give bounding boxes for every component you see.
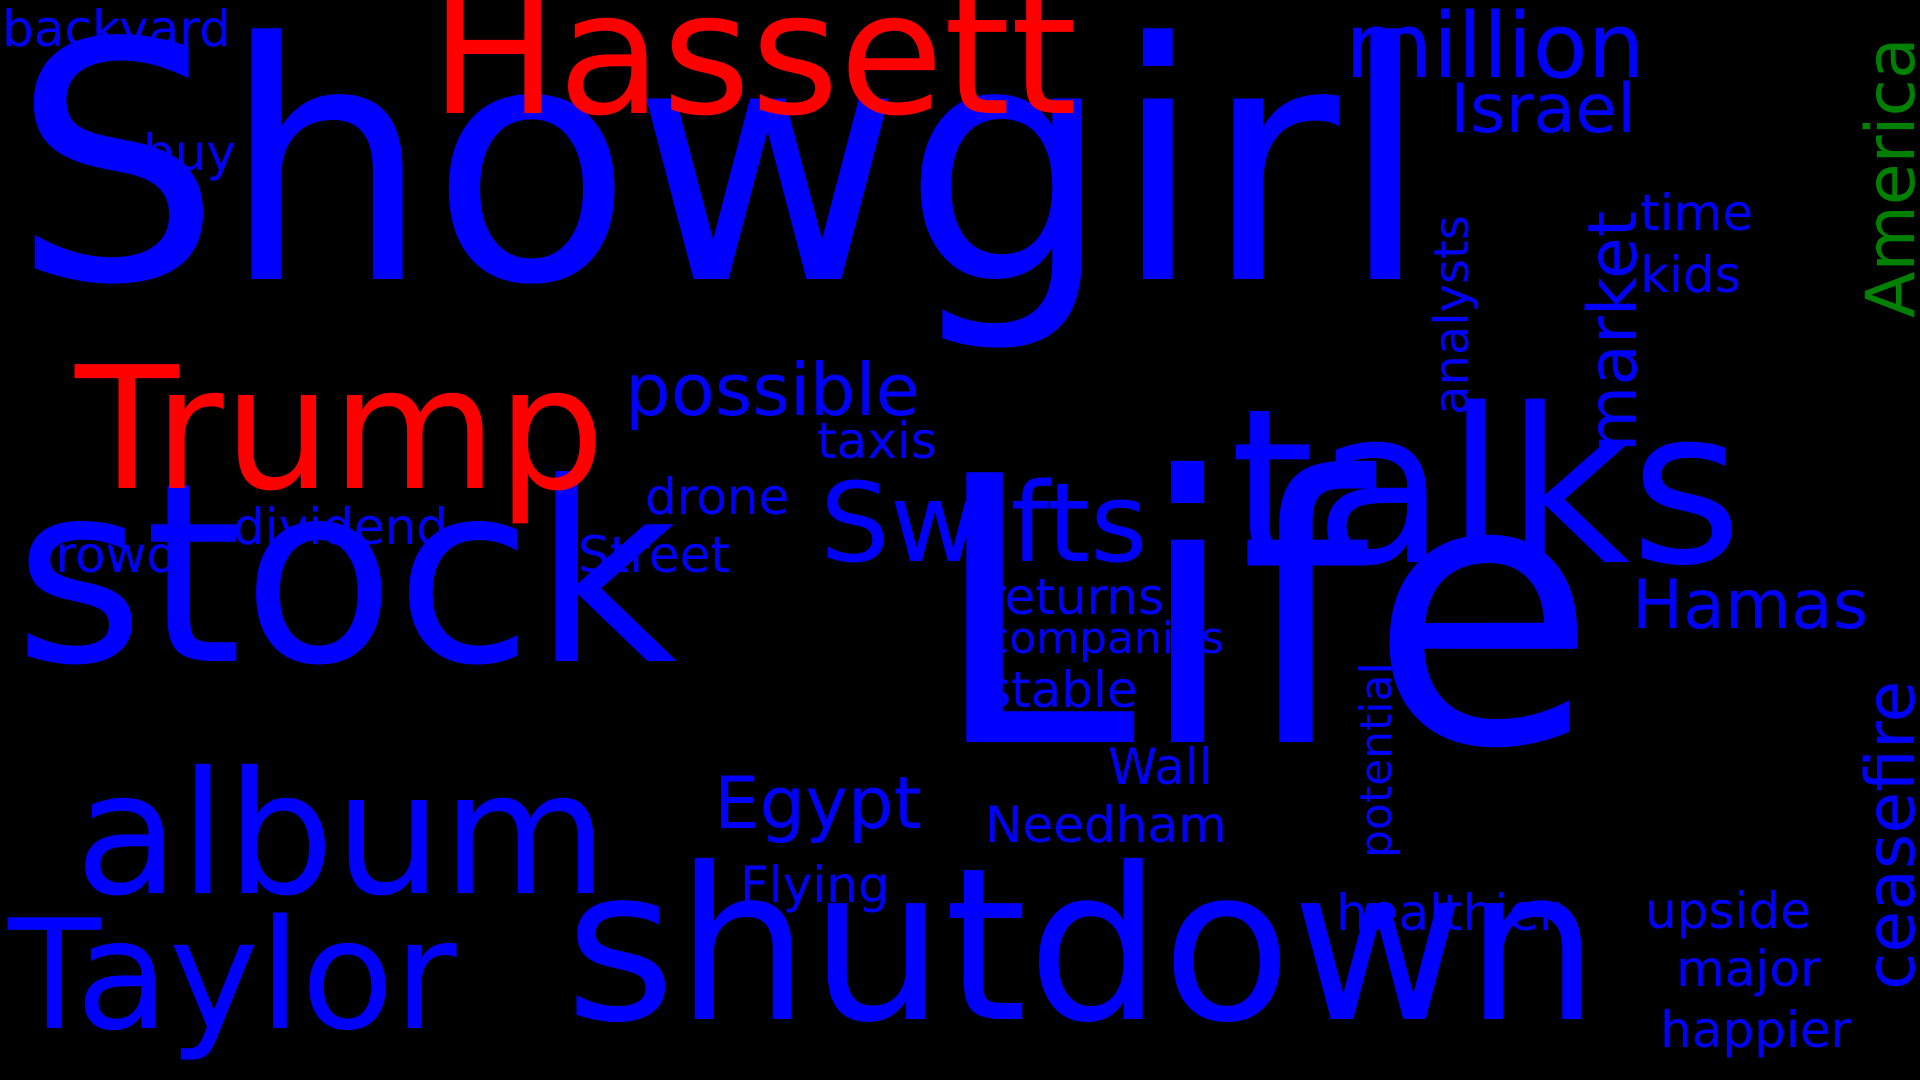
word-major: major [1676,940,1821,998]
word-swifts: Swifts [820,459,1148,587]
word-analysts: analysts [1424,215,1480,415]
word-flying: Flying [740,856,890,914]
word-taylor: Taylor [8,887,457,1064]
word-time: time [1640,184,1753,242]
word-hassett: Hassett [430,0,1078,154]
word-america: America [1852,37,1920,319]
word-drone: drone [645,468,790,526]
word-ceasefire: ceasefire [1852,680,1920,990]
word-album: album [75,736,608,934]
word-israel: Israel [1450,70,1636,149]
word-potential: potential [1351,662,1402,858]
word-needham: Needham [985,796,1227,854]
word-kids: kids [1640,246,1741,304]
word-egypt: Egypt [714,761,922,845]
word-backyard: backyard [2,0,231,58]
word-market: market [1574,210,1653,452]
word-shutdown: shutdown [565,822,1600,1069]
word-talks: talks [1230,362,1743,613]
word-happier: happier [1660,1001,1852,1059]
word-wall: Wall [1108,738,1213,796]
word-showgirl: Showgirl [12,0,1431,357]
word-stock: stock [14,429,678,720]
word-buy: buy [143,124,237,182]
word-companies: companies [985,613,1224,664]
word-street: Street [578,526,730,584]
word-returns: returns [985,568,1164,626]
word-hamas: Hamas [1632,566,1869,645]
word-crowd: crowd [28,526,179,584]
word-taxis: taxis [817,412,937,470]
word-dividend: dividend [233,498,449,556]
word-healthier: healthier [1336,884,1560,942]
word-life: Life [930,400,1597,830]
word-million: million [1345,0,1645,99]
word-trump: Trump [75,331,606,529]
word-possible: possible [625,348,920,432]
word-upside: upside [1645,882,1811,940]
word-stable: stable [985,661,1138,719]
